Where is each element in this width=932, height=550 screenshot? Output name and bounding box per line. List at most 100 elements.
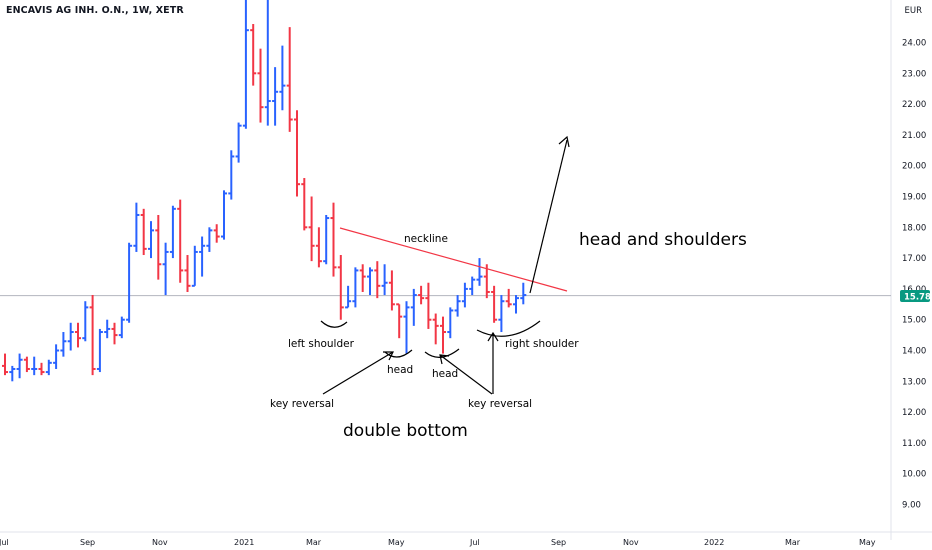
ohlc-bar <box>337 255 344 320</box>
key-reversal-arrow-2a[interactable] <box>439 354 493 395</box>
time-tick-label: Nov <box>623 538 639 547</box>
time-axis: Jul Sep Nov 2021 Mar May Jul Sep Nov 2022 Mar May <box>0 538 876 547</box>
price-tick-label: 22.00 <box>902 100 926 110</box>
price-tick-label: 10.00 <box>902 470 926 480</box>
ohlc-bar <box>294 110 300 197</box>
ohlc-bar <box>279 45 286 111</box>
head-curve-1[interactable] <box>384 349 413 358</box>
ohlc-bars <box>2 0 527 382</box>
price-tick-label: 18.00 <box>902 223 926 233</box>
key-reversal-label-1: key reversal <box>270 398 334 410</box>
key-reversal-arrow-1[interactable] <box>322 351 394 395</box>
ohlc-bar <box>250 24 257 86</box>
ohlc-bar <box>177 199 184 283</box>
price-tick-label: 14.00 <box>902 347 926 357</box>
ohlc-bar <box>498 295 505 333</box>
price-tick-label: 13.00 <box>902 377 926 387</box>
ohlc-bar <box>315 227 322 268</box>
ohlc-bar <box>213 224 220 243</box>
neckline-trendline[interactable] <box>339 227 568 292</box>
ohlc-bar <box>221 190 227 240</box>
ohlc-bar <box>301 178 308 231</box>
time-tick-label: May <box>859 538 876 547</box>
ohlc-bar <box>396 303 403 339</box>
ohlc-bar <box>2 353 8 376</box>
ohlc-bar <box>381 264 388 296</box>
ohlc-bar <box>374 261 381 299</box>
ohlc-bar <box>31 356 38 376</box>
ohlc-bar <box>388 270 395 311</box>
ohlc-bar <box>520 282 527 305</box>
ohlc-bar <box>476 258 483 286</box>
ohlc-bar <box>403 301 410 354</box>
ohlc-bar <box>491 285 498 323</box>
ohlc-bar <box>418 285 425 305</box>
ohlc-bar <box>140 208 147 256</box>
ohlc-bar <box>352 267 359 308</box>
price-tick-label: 19.00 <box>902 193 926 203</box>
price-axis: 9.00 10.00 11.00 12.00 13.00 14.00 15.00 16.00 1… <box>902 39 926 511</box>
key-reversal-arrowhead-1 <box>383 351 394 361</box>
ohlc-bar <box>104 319 111 339</box>
ohlc-bar <box>133 202 140 252</box>
ohlc-bar <box>45 359 52 376</box>
time-tick-label: May <box>388 538 405 547</box>
breakout-arrowhead <box>558 135 570 148</box>
price-tick-label: 24.00 <box>902 39 926 49</box>
left-shoulder-curve[interactable] <box>320 320 348 328</box>
last-price-tag <box>900 290 930 302</box>
ohlc-bar <box>118 316 125 339</box>
ohlc-bar <box>16 353 23 379</box>
ohlc-bar <box>169 205 176 259</box>
price-tick-label: 12.00 <box>902 408 926 418</box>
last-price-value: 15.78 <box>904 293 931 303</box>
head-label-2: head <box>432 368 458 380</box>
time-tick-label: Sep <box>80 538 95 547</box>
ohlc-bar <box>162 242 169 296</box>
time-tick-label: Mar <box>306 538 322 547</box>
time-tick-label: Sep <box>551 538 566 547</box>
ohlc-bar <box>242 0 249 129</box>
ohlc-bar <box>410 288 417 326</box>
ohlc-bar <box>191 245 198 287</box>
ohlc-bar <box>96 328 103 373</box>
ohlc-bar <box>199 236 206 277</box>
ohlc-bar <box>126 242 133 323</box>
ohlc-bar <box>308 196 315 262</box>
ohlc-bar <box>505 288 512 308</box>
ohlc-bar <box>264 0 271 126</box>
currency-label: EUR <box>904 6 923 16</box>
double-bottom-label: double bottom <box>343 421 468 441</box>
breakout-arrow[interactable] <box>529 139 568 294</box>
ohlc-bar <box>111 322 118 345</box>
ohlc-bar <box>513 295 519 314</box>
ohlc-bar <box>330 202 337 277</box>
right-shoulder-curve[interactable] <box>476 320 541 337</box>
time-tick-label: Mar <box>785 538 801 547</box>
time-tick-label: Jul <box>469 538 480 547</box>
key-reversal-arrowhead-2b <box>487 331 499 342</box>
ohlc-bar <box>359 264 366 292</box>
price-tick-label: 17.00 <box>902 254 926 264</box>
ohlc-bar <box>89 295 96 376</box>
time-tick-label: Nov <box>152 538 168 547</box>
ohlc-bar <box>272 67 279 126</box>
price-tick-label: 21.00 <box>902 131 926 141</box>
ohlc-bar <box>206 227 213 252</box>
ohlc-bar <box>184 255 191 292</box>
ohlc-bar <box>483 264 490 299</box>
ohlc-bar <box>469 276 476 296</box>
ohlc-bar <box>228 150 235 200</box>
ohlc-bar <box>9 365 16 382</box>
price-tick-label: 9.00 <box>902 501 921 511</box>
ohlc-bar <box>447 307 454 339</box>
head-label-1: head <box>387 364 413 376</box>
ohlc-bar <box>23 356 30 373</box>
ohlc-bar <box>38 362 45 376</box>
ohlc-bar <box>53 344 60 369</box>
price-tick-label: 15.00 <box>902 316 926 326</box>
ohlc-bar <box>432 313 439 345</box>
ohlc-bar <box>454 295 461 317</box>
